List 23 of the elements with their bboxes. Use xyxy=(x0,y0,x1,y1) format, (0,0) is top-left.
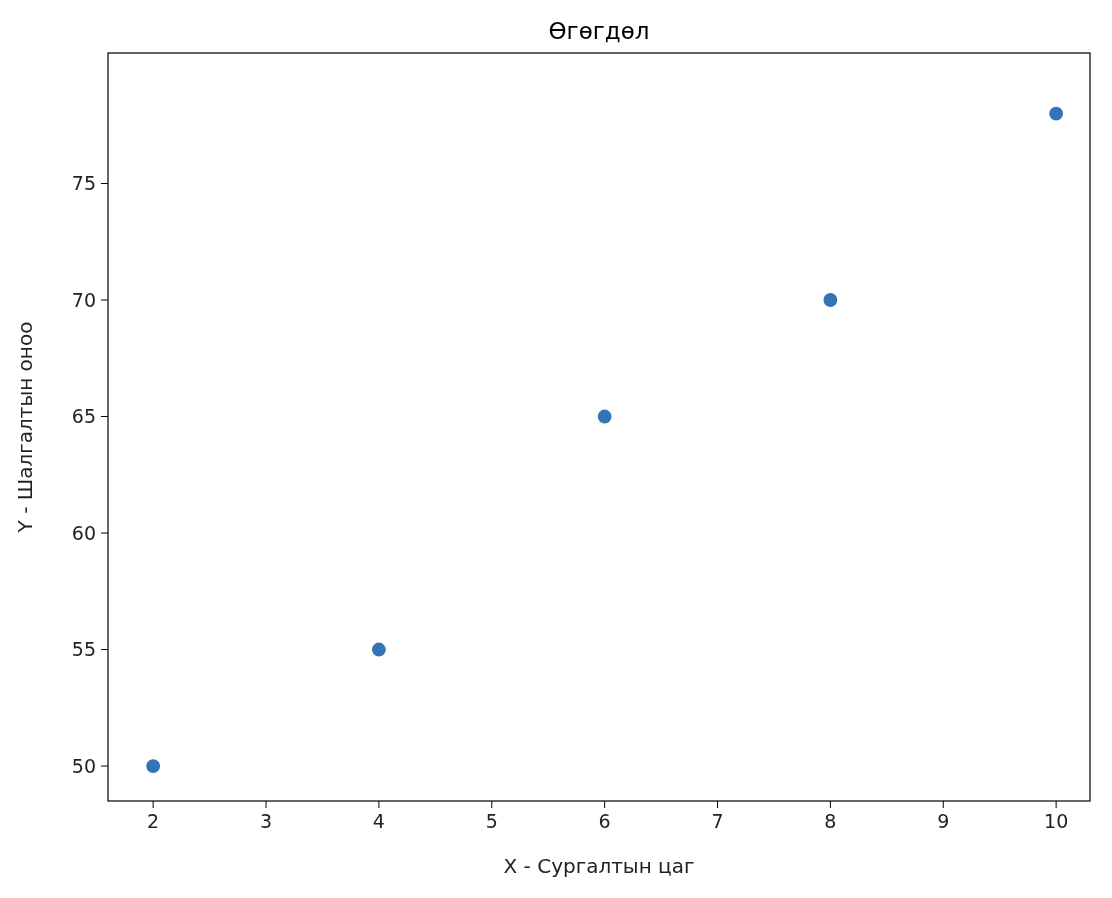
x-tick-label: 6 xyxy=(598,810,611,832)
x-tick-label: 5 xyxy=(485,810,498,832)
point xyxy=(146,759,161,773)
y-tick-label: 65 xyxy=(71,405,96,428)
x-tick-label: 3 xyxy=(259,810,273,832)
x-tick-label: 10 xyxy=(1044,810,1069,832)
x-tick-label: 9 xyxy=(937,810,950,832)
y-tick-label: 75 xyxy=(71,172,96,195)
x-tick-label: 7 xyxy=(711,810,724,832)
point xyxy=(371,642,386,657)
x-tick-label: 2 xyxy=(147,810,160,832)
point xyxy=(1049,106,1064,121)
point xyxy=(597,409,612,424)
y-tick-label: 60 xyxy=(71,521,96,544)
y-tick-label: 70 xyxy=(71,288,96,311)
y-axis-title: Y - Шалгалтын оноо xyxy=(13,321,37,534)
x-tick-label: 4 xyxy=(372,810,385,832)
point xyxy=(823,293,838,307)
y-tick-label: 55 xyxy=(71,638,96,661)
x-tick-label: 8 xyxy=(824,810,837,832)
chart-title: Өгөгдөл xyxy=(548,18,650,44)
x-axis-title: X - Сургалтын цаг xyxy=(503,854,695,878)
y-tick-label: 50 xyxy=(71,754,96,777)
